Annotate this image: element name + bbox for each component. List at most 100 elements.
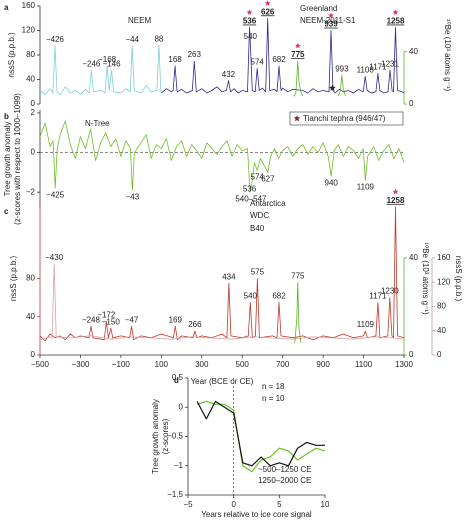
x-tick-label: 5: [277, 500, 282, 509]
x-tick-label: 0: [231, 500, 236, 509]
peak-label: 1231: [381, 59, 399, 68]
legend-label: B40: [250, 224, 265, 233]
legend-label: WDC: [250, 211, 269, 220]
region-label: Antarctica: [250, 199, 286, 208]
peak-label: 682: [272, 55, 286, 64]
series-line: [39, 263, 405, 341]
x-tick-label: −100: [112, 360, 131, 369]
y3-tick-label: 80: [437, 302, 446, 311]
y-tick-label: 160: [22, 1, 36, 10]
x-axis-label: Year (BCE or CE): [191, 377, 254, 386]
peak-label: 540: [244, 32, 258, 41]
peak-label: 432: [222, 70, 236, 79]
legend-label: n = 10: [262, 394, 285, 403]
y-axis-label: (z-scores): [161, 418, 170, 454]
y-tick-label: 40: [26, 75, 35, 84]
peak-label: 168: [168, 55, 182, 64]
legend-label: n = 18: [262, 382, 285, 391]
peak-label: 775: [291, 50, 305, 59]
peak-star: [246, 9, 253, 15]
panel-letter: c: [4, 207, 9, 216]
y2-tick-label: 40: [409, 47, 418, 56]
y-axis-label: (z-scores with respect to 1000–1099): [13, 93, 22, 225]
y-tick-label: −0.5: [167, 432, 183, 441]
peak-label: −168: [98, 55, 117, 64]
x-tick-label: 1300: [395, 360, 413, 369]
peak-label: 627: [261, 174, 275, 183]
note-star: [293, 115, 301, 122]
series-line: [39, 44, 162, 96]
peak-label: 940: [325, 178, 339, 187]
peak-label: 574: [251, 172, 265, 181]
peak-label: 1109: [357, 182, 375, 191]
series-line: [293, 60, 346, 97]
period-label: ~500–1250 CE: [258, 465, 312, 474]
peak-label: 536: [243, 17, 257, 26]
y-axis-label: nssS (p.p.b.): [7, 32, 16, 78]
peak-label: −146: [103, 59, 122, 68]
y2-tick-label: 0: [409, 350, 414, 359]
x-tick-label: −5: [183, 500, 193, 509]
series-line: [196, 400, 325, 467]
y2-axis-label: ¹⁰Be (10³ atoms g⁻¹): [443, 19, 452, 92]
panel-letter: b: [4, 112, 9, 121]
y-tick-label: −2: [26, 187, 36, 196]
peak-label: 434: [222, 272, 236, 281]
legend-label: NEEM: [128, 16, 151, 25]
series-line: [294, 281, 302, 343]
y-tick-label: 120: [22, 26, 36, 35]
peak-label: 575: [251, 268, 265, 277]
y-tick-label: 0: [31, 148, 36, 157]
peak-label: −426: [46, 35, 65, 44]
y2-tick-label: 40: [409, 253, 418, 262]
peak-label: 88: [154, 34, 163, 43]
x-tick-label: 100: [155, 360, 169, 369]
peak-label: 1258: [387, 17, 405, 26]
y-tick-label: 40: [26, 312, 35, 321]
peak-star: [328, 12, 334, 18]
peak-label: −43: [126, 192, 140, 201]
y-tick-label: 0.5: [172, 373, 184, 382]
y-tick-label: −1.5: [167, 490, 183, 499]
y3-axis-label: nssS (p.p.b.): [454, 256, 463, 302]
series-line: [161, 17, 405, 94]
peak-star: [392, 188, 399, 195]
x-tick-label: 700: [276, 360, 290, 369]
peak-star: [392, 9, 399, 15]
series-line: [39, 120, 405, 193]
y-tick-label: 0: [31, 350, 36, 359]
peak-label: 266: [188, 320, 202, 329]
x-tick-label: 300: [195, 360, 209, 369]
peak-label: −150: [102, 317, 121, 326]
y-axis-label: Tree growth anomaly: [151, 399, 160, 474]
y3-tick-label: 0: [437, 350, 442, 359]
peak-label: 263: [188, 50, 202, 59]
y-axis-label: Tree growth anomaly: [3, 122, 12, 197]
peak-label: −248: [82, 315, 101, 324]
y3-tick-label: 160: [437, 253, 451, 262]
peak-label: 1171: [369, 62, 387, 71]
peak-label: 1108: [357, 66, 375, 75]
panel-letter: a: [4, 3, 9, 12]
y-tick-label: 0: [31, 99, 36, 108]
period-label: 1250–2000 CE: [258, 476, 311, 485]
legend-label: N-Tree: [85, 119, 110, 128]
peak-label: −425: [46, 190, 65, 199]
x-tick-label: 500: [236, 360, 250, 369]
legend-label: NEEM-2011-S1: [300, 16, 356, 25]
x-tick-label: −300: [71, 360, 90, 369]
peak-label: 574: [251, 58, 265, 67]
y-tick-label: 80: [26, 274, 35, 283]
x-axis-label: Years relative to ice core signal: [201, 510, 312, 519]
y3-tick-label: 120: [437, 277, 451, 286]
peak-label: 1171: [369, 292, 387, 301]
peak-label: −430: [45, 253, 64, 262]
y2-tick-label: 0: [409, 99, 414, 108]
y3-tick-label: 40: [437, 326, 446, 335]
tephra-star: [329, 84, 336, 91]
x-tick-label: −500: [31, 360, 50, 369]
peak-label: 626: [261, 7, 275, 16]
peak-label: 993: [335, 64, 349, 73]
